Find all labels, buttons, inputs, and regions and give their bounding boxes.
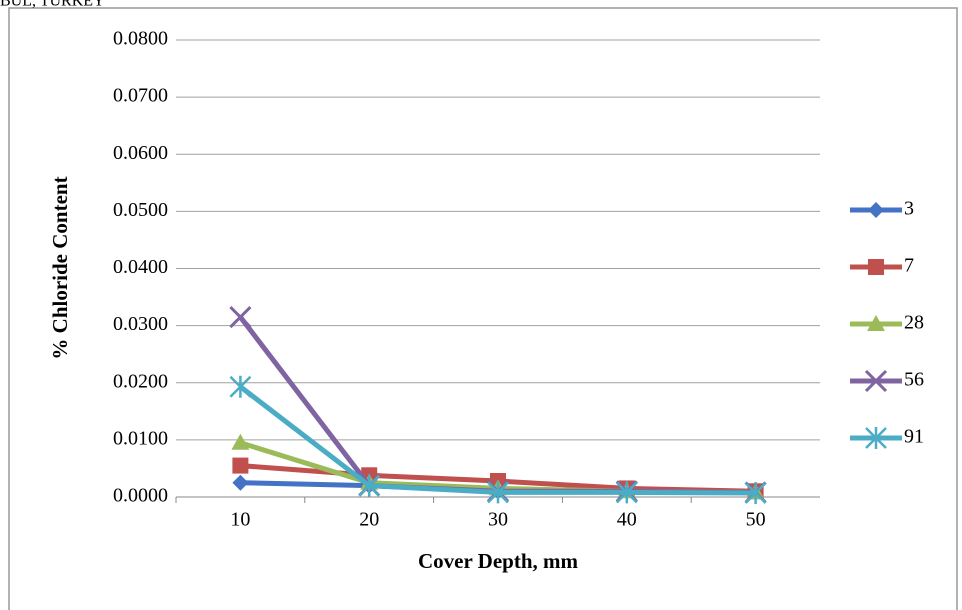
chart-frame [8,7,958,610]
marker [867,315,885,331]
y-tick-label: 0.0300 [113,313,168,335]
y-tick-label: 0.0100 [113,427,168,449]
x-tick-label: 10 [230,509,250,531]
x-tick-label: 30 [488,509,508,531]
marker [231,433,250,450]
y-tick-label: 0.0400 [113,256,168,278]
x-tick-label: 50 [746,509,766,531]
marker [229,375,252,398]
y-tick-label: 0.0200 [113,370,168,392]
marker [864,369,888,393]
y-tick-label: 0.0600 [113,142,168,164]
marker [868,259,884,275]
y-axis-title: % Chloride Content [48,176,72,359]
y-tick-label: 0.0500 [113,199,168,221]
legend-label: 7 [904,255,914,277]
x-tick-label: 40 [617,509,637,531]
y-tick-label: 0.0000 [113,485,168,507]
legend-label: 28 [904,312,924,334]
caption: BUL, TURKEY [0,0,105,10]
y-tick-label: 0.0700 [113,85,168,107]
marker [744,482,767,505]
marker [232,474,249,491]
x-axis-title: Cover Depth, mm [418,549,579,573]
marker [615,481,638,504]
x-tick-label: 20 [359,509,379,531]
marker [232,457,249,474]
legend-label: 56 [904,369,924,391]
marker [229,305,252,329]
marker [865,427,887,449]
marker [487,481,509,504]
y-tick-label: 0.0800 [113,28,168,50]
legend-label: 91 [904,426,924,448]
legend-label: 3 [904,198,914,220]
marker [358,474,381,497]
marker [868,202,884,218]
